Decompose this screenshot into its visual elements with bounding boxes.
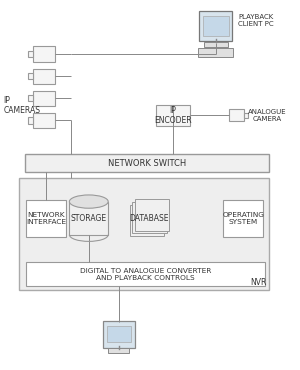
Text: NVR: NVR	[250, 278, 266, 287]
Bar	[28, 73, 33, 79]
Bar	[33, 46, 55, 62]
Bar	[25, 154, 269, 172]
Bar	[33, 68, 55, 84]
Bar	[130, 205, 164, 236]
Text: IP
ENCODER: IP ENCODER	[154, 105, 192, 125]
Bar	[156, 105, 190, 126]
Bar	[203, 16, 229, 36]
Bar	[132, 202, 167, 233]
Bar	[28, 51, 33, 57]
Bar	[33, 91, 55, 106]
FancyBboxPatch shape	[199, 11, 232, 40]
Text: NETWORK SWITCH: NETWORK SWITCH	[108, 159, 186, 168]
Bar	[135, 199, 169, 231]
Text: DATABASE: DATABASE	[129, 214, 169, 223]
Text: IP
CAMERAS: IP CAMERAS	[4, 96, 41, 115]
Bar	[108, 348, 129, 353]
Ellipse shape	[69, 195, 108, 208]
Polygon shape	[69, 202, 108, 235]
FancyBboxPatch shape	[103, 321, 135, 347]
Bar	[33, 113, 55, 128]
Text: NETWORK
INTERFACE: NETWORK INTERFACE	[26, 212, 66, 225]
Bar	[28, 117, 33, 124]
Bar	[244, 113, 248, 118]
Text: DIGITAL TO ANALOGUE CONVERTER
AND PLAYBACK CONTROLS: DIGITAL TO ANALOGUE CONVERTER AND PLAYBA…	[80, 268, 211, 281]
Bar	[107, 326, 130, 343]
Bar	[223, 200, 263, 236]
Bar	[28, 95, 33, 101]
Bar	[229, 110, 244, 121]
Text: OPERATING
SYSTEM: OPERATING SYSTEM	[222, 212, 264, 225]
Text: STORAGE: STORAGE	[71, 214, 107, 223]
Bar	[204, 42, 228, 47]
Bar	[19, 178, 269, 290]
Text: ANALOGUE
CAMERA: ANALOGUE CAMERA	[248, 109, 286, 122]
FancyBboxPatch shape	[198, 48, 233, 57]
Bar	[26, 262, 265, 286]
Text: PLAYBACK
CLIENT PC: PLAYBACK CLIENT PC	[238, 14, 274, 27]
Bar	[26, 200, 66, 236]
